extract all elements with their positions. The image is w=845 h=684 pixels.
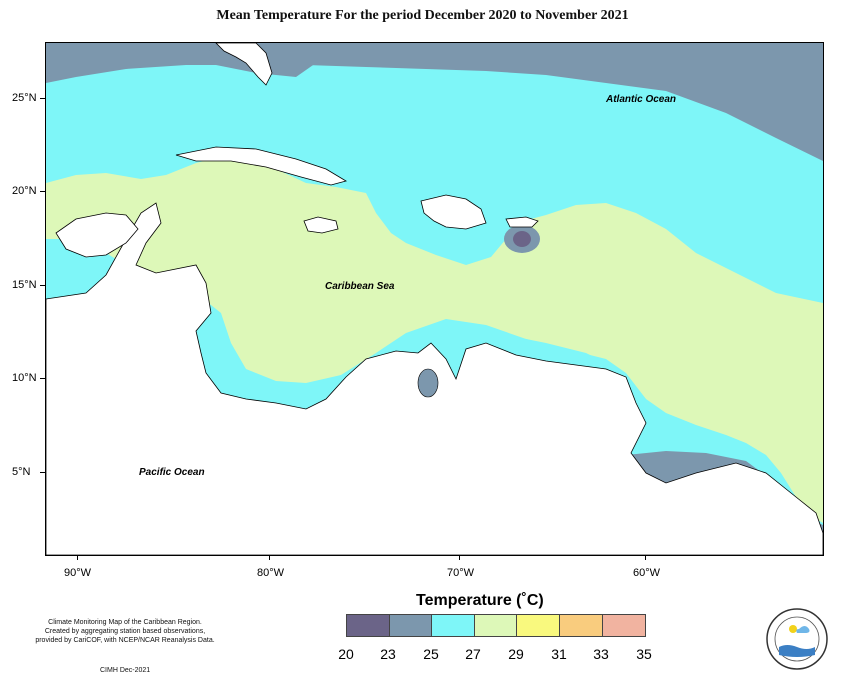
legend-tick-25: 25 [423,646,439,662]
map-title: Mean Temperature For the period December… [216,8,629,23]
lon-label-90w: 90°W [64,567,92,579]
lon-tick [77,555,78,560]
land-puerto-rico [505,216,539,228]
source-label: CIMH Dec-2021 [100,667,151,674]
lon-tick [459,555,460,560]
land-hispaniola [420,194,487,230]
legend-tick-29: 29 [508,646,524,662]
land-jamaica [303,216,339,234]
lat-label-20n: 20°N [12,185,37,197]
lon-tick [269,555,270,560]
pacific-ocean-label: Pacific Ocean [139,467,205,478]
credit-text: Climate Monitoring Map of the Caribbean … [20,618,230,645]
cimh-logo [766,608,828,670]
legend-swatch-33-35 [602,615,646,636]
lat-label-25n: 25°N [12,92,37,104]
lat-tick [40,98,45,99]
lat-tick [40,378,45,379]
credit-line-2: Created by aggregating station based obs… [44,628,206,635]
credit-line-3: provided by CariCOF, with NCEP/NCAR Rean… [35,637,215,644]
legend-title: Temperature (˚C) [416,592,544,609]
legend-tick-27: 27 [465,646,481,662]
legend-swatch-29-31 [517,615,560,636]
legend-swatch-25-27 [432,615,475,636]
lat-tick [40,472,45,473]
legend-swatch-23-25 [389,615,433,636]
lat-tick [40,191,45,192]
zone-20-23-pr [513,231,531,247]
legend-swatch-20-23 [347,615,390,636]
lat-label-5n: 5°N [12,466,31,478]
land-florida [215,43,273,86]
caribbean-sea-label: Caribbean Sea [325,281,395,292]
temperature-map [45,42,824,556]
legend-swatch-31-33 [559,615,603,636]
legend-tick-31: 31 [551,646,567,662]
zone-23-25-north [46,43,823,161]
legend-tick-20: 20 [338,646,354,662]
lat-tick [40,285,45,286]
land-cuba [175,146,348,186]
lat-label-10n: 10°N [12,372,37,384]
atlantic-ocean-label: Atlantic Ocean [606,94,677,105]
legend-colorbar [346,614,647,637]
lon-label-60w: 60°W [633,567,661,579]
credit-line-1: Climate Monitoring Map of the Caribbean … [48,619,202,626]
lake-maracaibo [417,368,439,398]
lon-label-70w: 70°W [447,567,475,579]
legend-tick-35: 35 [636,646,652,662]
lon-label-80w: 80°W [257,567,285,579]
map-canvas [46,43,823,555]
lon-tick [645,555,646,560]
lat-label-15n: 15°N [12,279,37,291]
legend-tick-23: 23 [380,646,396,662]
zone-27-29 [46,153,823,523]
land-yucatan [55,212,139,258]
legend-swatch-27-29 [474,615,518,636]
legend-tick-33: 33 [593,646,609,662]
